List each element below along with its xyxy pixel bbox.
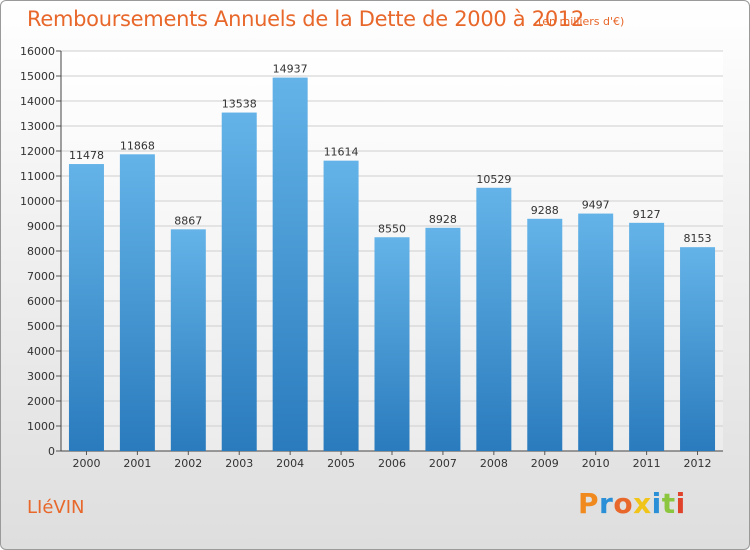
x-tick-label-2009: 2009	[531, 457, 559, 470]
logo-letter: P	[578, 487, 600, 520]
y-tick-label: 2000	[27, 395, 55, 408]
data-label-2000: 11478	[69, 149, 104, 162]
city-label: LIéVIN	[27, 497, 85, 518]
data-label-2006: 8550	[378, 222, 406, 235]
x-tick-label-2003: 2003	[225, 457, 253, 470]
data-label-2011: 9127	[633, 208, 661, 221]
data-label-2009: 9288	[531, 204, 559, 217]
chart-title: Remboursements Annuels de la Dette de 20…	[27, 7, 584, 31]
y-tick-label: 7000	[27, 270, 55, 283]
y-tick-label: 8000	[27, 245, 55, 258]
x-tick-label-2012: 2012	[684, 457, 712, 470]
x-tick-label-2010: 2010	[582, 457, 610, 470]
x-tick-label-2006: 2006	[378, 457, 406, 470]
bar-2007	[425, 227, 461, 451]
y-tick-label: 16000	[20, 45, 55, 58]
bar-2011	[629, 222, 665, 451]
data-label-2010: 9497	[582, 199, 610, 212]
proxiti-logo[interactable]: Proxiti	[578, 487, 686, 520]
bar-2001	[119, 154, 155, 452]
data-label-2005: 11614	[324, 146, 359, 159]
y-tick-label: 11000	[20, 170, 55, 183]
x-tick-label-2001: 2001	[123, 457, 151, 470]
logo-letter: i	[651, 487, 662, 520]
y-tick-label: 3000	[27, 370, 55, 383]
y-tick-label: 6000	[27, 295, 55, 308]
logo-letter: t	[661, 487, 676, 520]
bar-2009	[527, 218, 563, 451]
y-tick-label: 12000	[20, 145, 55, 158]
logo-letter: x	[633, 487, 652, 520]
y-tick-label: 1000	[27, 420, 55, 433]
x-tick-label-2007: 2007	[429, 457, 457, 470]
bar-2008	[476, 187, 512, 451]
data-label-2004: 14937	[273, 63, 308, 76]
x-tick-label-2002: 2002	[174, 457, 202, 470]
data-label-2007: 8928	[429, 213, 457, 226]
bar-2002	[170, 229, 206, 451]
data-label-2001: 11868	[120, 139, 155, 152]
y-tick-label: 5000	[27, 320, 55, 333]
y-tick-label: 4000	[27, 345, 55, 358]
bar-2012	[680, 247, 716, 451]
x-tick-label-2005: 2005	[327, 457, 355, 470]
chart-subtitle: (en milliers d'€)	[538, 15, 625, 28]
x-tick-label-2008: 2008	[480, 457, 508, 470]
y-tick-label: 13000	[20, 120, 55, 133]
x-tick-label-2011: 2011	[633, 457, 661, 470]
y-tick-label: 10000	[20, 195, 55, 208]
x-tick-label-2000: 2000	[72, 457, 100, 470]
bar-2003	[221, 112, 257, 452]
bar-2006	[374, 237, 410, 451]
bar-2010	[578, 213, 614, 451]
logo-letter: i	[675, 487, 686, 520]
bar-2004	[272, 77, 308, 451]
logo-letter: r	[599, 487, 614, 520]
labels: 0 1000 2000 3000 4000 5000 6000 7000 8000 9000 100…	[20, 45, 712, 470]
data-label-2008: 10529	[476, 173, 511, 186]
y-tick-label: 9000	[27, 220, 55, 233]
data-label-2003: 13538	[222, 98, 257, 111]
bars	[68, 77, 716, 452]
data-label-2012: 8153	[684, 232, 712, 245]
y-tick-label: 0	[48, 445, 55, 458]
y-tick-label: 14000	[20, 95, 55, 108]
bar-2005	[323, 160, 359, 451]
bar-2000	[68, 164, 104, 452]
y-tick-label: 15000	[20, 70, 55, 83]
data-label-2002: 8867	[174, 214, 202, 227]
x-tick-label-2004: 2004	[276, 457, 304, 470]
logo-letter: o	[613, 487, 634, 520]
